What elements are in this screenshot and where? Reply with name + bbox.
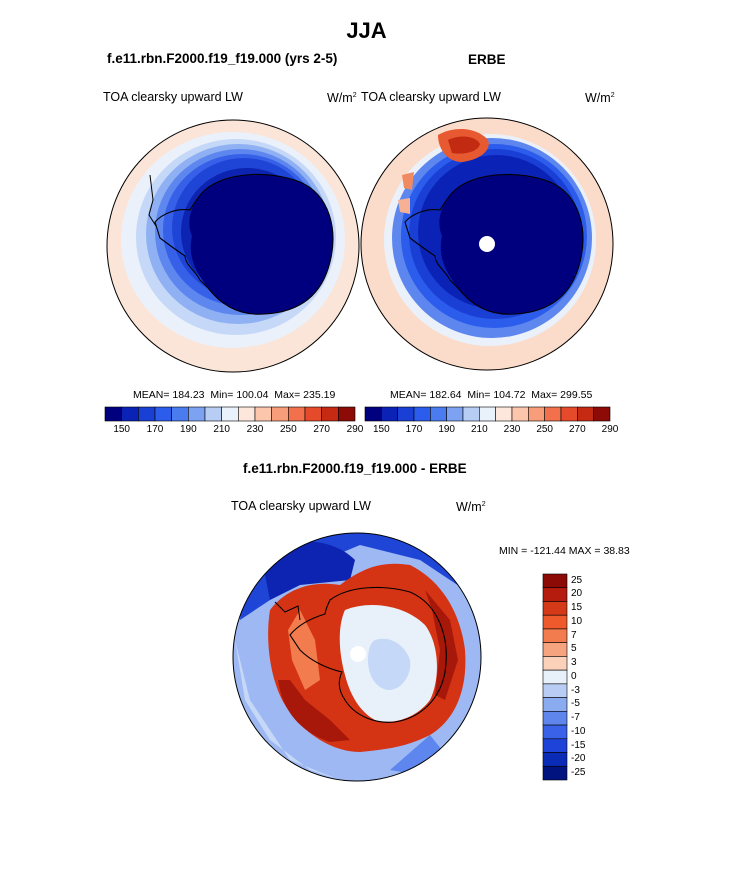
colorbar-cell — [542, 765, 568, 781]
diff-colorbar — [542, 573, 568, 781]
colorbar-tick-label: 230 — [503, 424, 521, 435]
colorbar-tick-label: 290 — [346, 424, 364, 435]
diff-antarctica-coastline — [289, 586, 447, 723]
colorbar-tick-label: 25 — [571, 574, 583, 586]
colorbar-tick-label: 20 — [571, 588, 583, 600]
left-map-border — [106, 119, 360, 373]
left-panel-variable-label: TOA clearsky upward LW — [103, 90, 243, 104]
colorbar-cell — [542, 683, 568, 698]
left-antarctica-coastline — [154, 173, 334, 315]
colorbar-tick-label: 190 — [438, 424, 455, 435]
figure-title: JJA — [346, 18, 387, 43]
right-panel-stats: MEAN= 182.64 Min= 104.72 Max= 299.55 — [390, 389, 593, 401]
colorbar-cell — [542, 724, 568, 740]
colorbar-tick-label: -3 — [571, 684, 580, 696]
colorbar-cell — [593, 406, 611, 422]
colorbar-tick-label: -15 — [571, 739, 586, 751]
diff-panel-case-title: f.e11.rbn.F2000.f19_f19.000 - ERBE — [243, 461, 467, 476]
colorbar-tick-label: 270 — [568, 424, 586, 435]
diff-colorbar-labels: 25 20 15 10 7 5 3 0 -3 -5 -7 -10 -15 -20 -25 — [571, 574, 611, 780]
colorbar-cell — [542, 656, 568, 671]
diff-pole-hole — [350, 646, 366, 662]
colorbar-tick-label: -25 — [571, 767, 586, 778]
diff-map-border — [232, 532, 482, 782]
left-panel-stats: MEAN= 184.23 Min= 100.04 Max= 235.19 — [133, 389, 336, 401]
left-panel-case-title: f.e11.rbn.F2000.f19_f19.000 (yrs 2-5) — [107, 51, 338, 66]
colorbar-cell — [338, 406, 356, 422]
colorbar-tick-label: -20 — [571, 753, 586, 765]
colorbar-tick-label: 210 — [470, 424, 488, 435]
right-panel-case-title: ERBE — [468, 52, 506, 67]
right-colorbar — [364, 406, 611, 422]
diff-panel-variable-label: TOA clearsky upward LW — [231, 499, 371, 513]
right-antarctica-coastline — [404, 173, 584, 315]
diff-panel-minmax: MIN = -121.44 MAX = 38.83 — [499, 545, 630, 557]
diff-panel-units: W/m2 — [456, 500, 486, 514]
right-panel-variable-label: TOA clearsky upward LW — [361, 90, 501, 104]
right-panel-units: W/m2 — [585, 91, 615, 105]
colorbar-cell — [542, 669, 568, 685]
colorbar-cell — [542, 697, 568, 712]
right-colorbar-labels: 150 170 190 210 230 250 270 290 — [365, 424, 618, 438]
colorbar-tick-label: 150 — [113, 424, 130, 435]
colorbar-tick-label: 15 — [571, 602, 583, 614]
right-pole-hole — [479, 236, 495, 252]
colorbar-cell — [542, 738, 568, 753]
colorbar-cell — [542, 614, 568, 630]
colorbar-tick-label: 5 — [571, 643, 577, 655]
colorbar-cell — [542, 642, 568, 657]
colorbar-tick-label: -7 — [571, 712, 580, 724]
colorbar-cell — [542, 752, 568, 767]
colorbar-tick-label: 7 — [571, 629, 577, 641]
colorbar-cell — [542, 587, 568, 602]
colorbar-tick-label: 270 — [313, 424, 330, 435]
colorbar-cell — [542, 601, 568, 616]
colorbar-tick-label: 170 — [146, 424, 164, 435]
colorbar-tick-label: -10 — [571, 725, 586, 737]
colorbar-tick-label: 250 — [536, 424, 553, 435]
colorbar-tick-label: -5 — [571, 698, 580, 710]
colorbar-tick-label: 190 — [179, 424, 197, 435]
colorbar-tick-label: 230 — [246, 424, 264, 435]
colorbar-cell — [542, 711, 568, 726]
colorbar-tick-label: 10 — [571, 615, 583, 627]
colorbar-cell — [542, 573, 568, 589]
colorbar-tick-label: 210 — [213, 424, 230, 435]
colorbar-tick-label: 250 — [279, 424, 297, 435]
colorbar-tick-label: 170 — [405, 424, 423, 435]
colorbar-tick-label: 150 — [372, 424, 390, 435]
colorbar-tick-label: 290 — [601, 424, 619, 435]
left-colorbar-labels: 150 170 190 210 230 250 270 290 — [105, 424, 363, 438]
left-colorbar — [104, 406, 356, 422]
colorbar-tick-label: 0 — [571, 670, 577, 682]
colorbar-cell — [542, 628, 568, 643]
left-panel-units: W/m2 — [327, 91, 357, 105]
right-map-border — [360, 117, 614, 371]
colorbar-tick-label: 3 — [571, 657, 577, 669]
